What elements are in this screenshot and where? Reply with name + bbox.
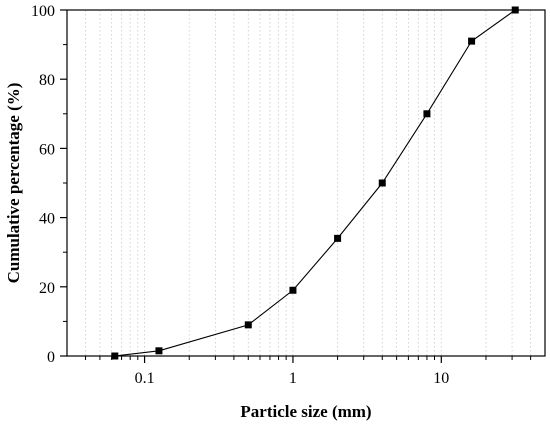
data-point <box>289 286 297 294</box>
data-point <box>244 321 252 329</box>
x-tick-label: 0.1 <box>135 370 155 387</box>
y-tick-label: 20 <box>39 280 55 297</box>
x-axis-title: Particle size (mm) <box>240 402 371 421</box>
grid <box>85 10 532 356</box>
data-point <box>334 234 342 242</box>
y-tick-label: 100 <box>31 3 55 20</box>
series-line <box>114 9 516 357</box>
y-tick-label: 0 <box>47 349 55 366</box>
data-point <box>468 37 476 45</box>
data-point <box>423 110 431 118</box>
y-tick-label: 60 <box>39 141 55 158</box>
data-point <box>111 352 119 360</box>
x-tick-label: 1 <box>289 370 297 387</box>
data-point <box>378 179 386 187</box>
plot-area-frame <box>66 9 546 357</box>
y-axis-title: Cumulative percentage (%) <box>4 83 23 284</box>
series-group <box>111 6 519 360</box>
y-tick-label: 40 <box>39 211 55 228</box>
data-point <box>511 6 519 14</box>
data-point <box>155 347 163 355</box>
y-tick-label: 80 <box>39 72 55 89</box>
x-tick-label: 10 <box>433 370 449 387</box>
